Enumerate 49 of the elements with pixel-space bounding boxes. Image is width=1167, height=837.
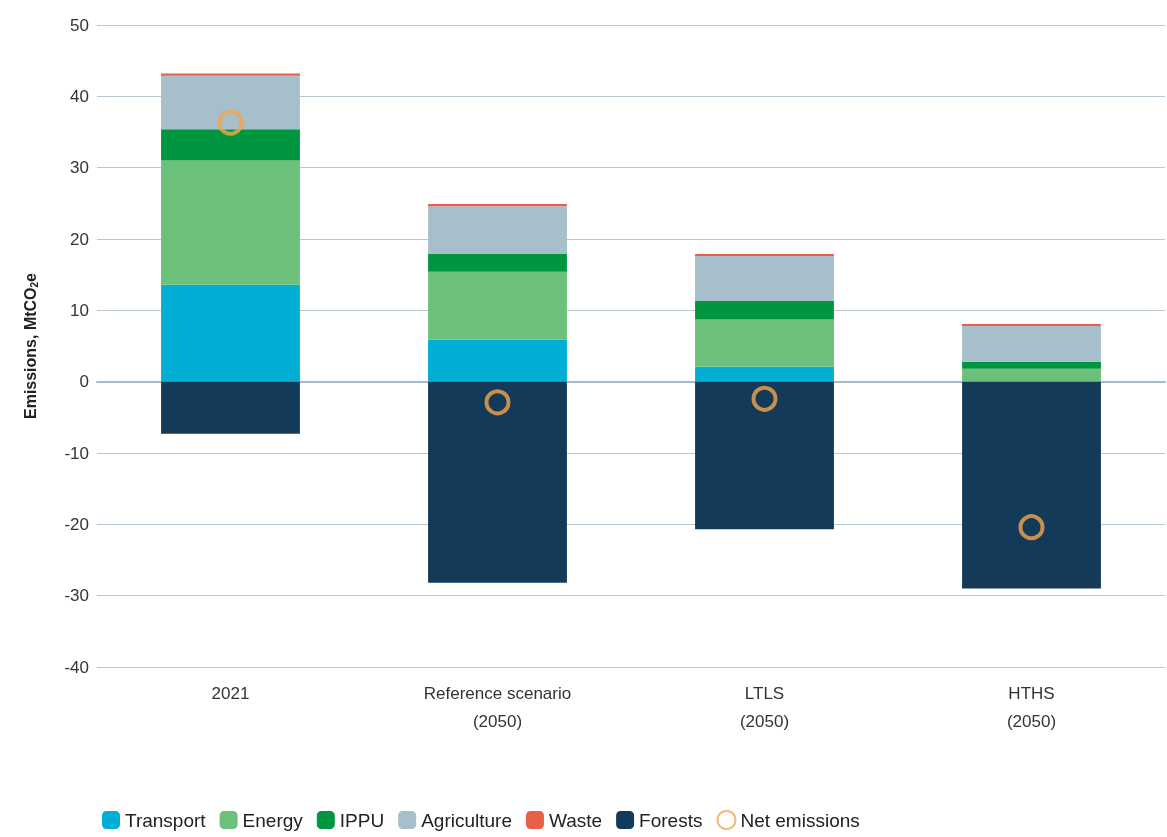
point [217,109,244,136]
bar [428,271,567,340]
bar [962,368,1101,382]
legend-label: Energy [242,809,304,831]
y-axis-title: Emissions, MtCO2e [21,272,40,420]
point [751,385,778,412]
y-tick-label: -40 [64,657,89,677]
x-tick-label: Reference scenario (2050) [423,683,572,731]
x-tick-label: LTLS (2050) [739,683,790,731]
bar [962,361,1101,369]
y-tick-label: 0 [79,372,89,392]
bar [161,75,300,130]
y-tick-label: -10 [64,443,89,463]
bar [695,381,834,530]
y-tick-label: 40 [70,86,89,106]
bar [962,326,1101,362]
bar [161,129,300,161]
x-tick-label: HTHS (2050) [1006,683,1057,731]
point [1018,514,1045,541]
legend-label: Forests [639,809,703,831]
bar [428,204,567,207]
bar [428,253,567,272]
legend-label: Net emissions [740,809,860,831]
bar [161,160,300,285]
legend-label: Transport [125,809,207,831]
bar [962,381,1101,589]
legend-label: Agriculture [421,809,512,831]
bar [161,381,300,434]
legend-label: IPPU [339,809,385,831]
bar [695,319,834,367]
y-tick-label: 20 [70,229,89,249]
bar [695,253,834,257]
bar [428,206,567,254]
y-tick-label: 30 [70,158,89,178]
x-tick-label: 2021 [211,683,250,703]
y-tick-label: -30 [64,586,89,606]
bar [161,73,300,76]
bar [695,366,834,382]
y-tick-label: -20 [64,514,89,534]
bar [962,323,1101,327]
y-tick-label: 10 [70,300,89,320]
bar [428,381,567,583]
bar [428,339,567,382]
legend-label: Waste [548,809,603,831]
y-tick-label: 50 [70,15,89,35]
bar [161,284,300,382]
bar [695,301,834,320]
bar [695,256,834,302]
point [484,389,511,416]
